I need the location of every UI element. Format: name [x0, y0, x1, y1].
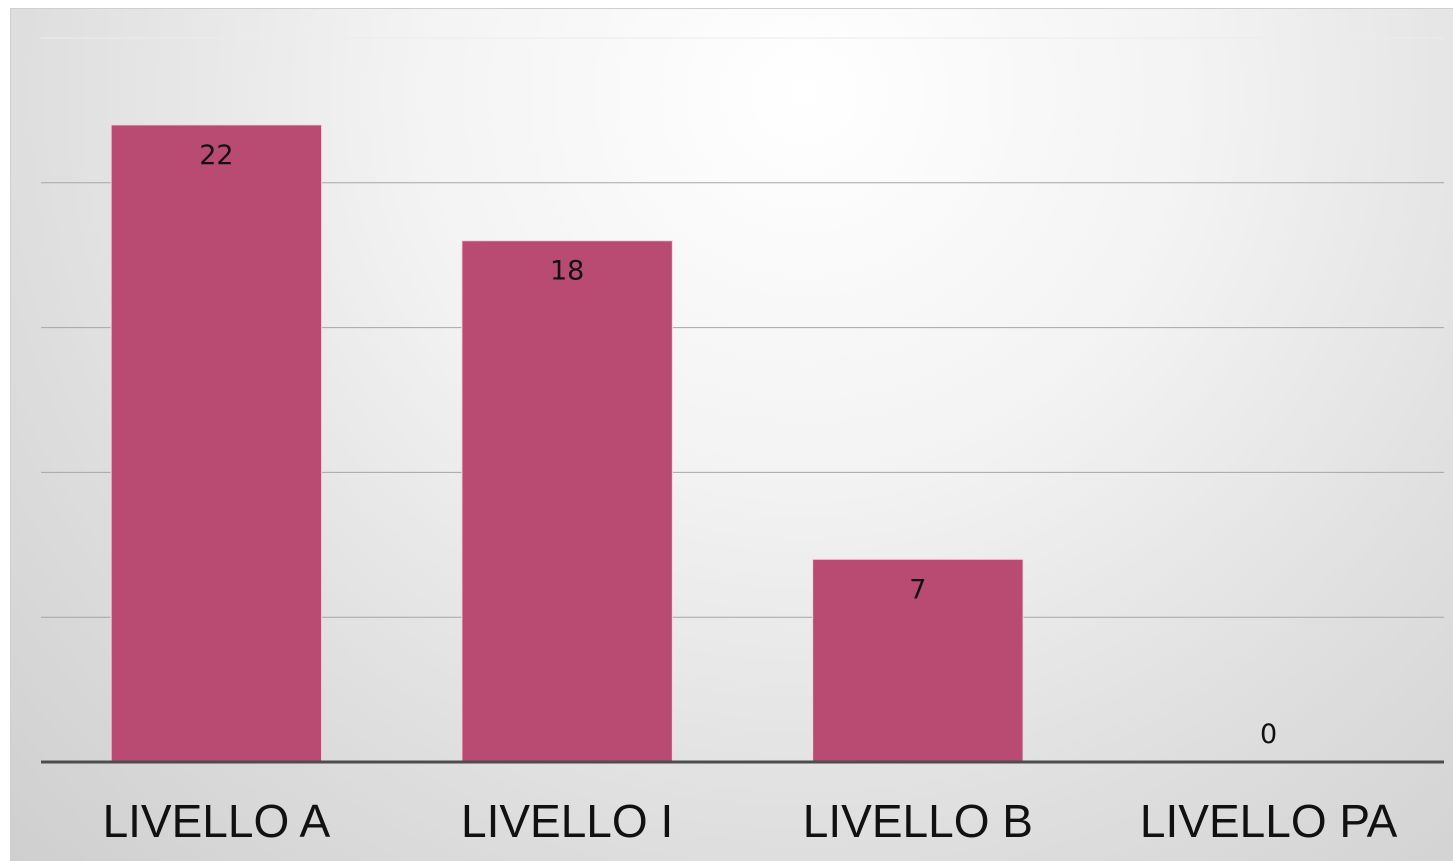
chart-area: 22 LIVELLO A 18 LIVELLO I 7 LIVELLO B 0 LIVELLO…	[10, 8, 1453, 861]
category-label: LIVELLO PA	[1140, 795, 1398, 847]
category-label: LIVELLO I	[461, 795, 673, 847]
data-label: 18	[550, 256, 584, 287]
category-label: LIVELLO B	[803, 795, 1033, 847]
data-label: 7	[909, 574, 926, 605]
data-label: 22	[199, 140, 233, 171]
bar-chart: 22 LIVELLO A 18 LIVELLO I 7 LIVELLO B 0 LIVELLO…	[41, 37, 1444, 847]
bar	[461, 240, 673, 763]
category-label: LIVELLO A	[103, 795, 331, 847]
bar	[110, 124, 323, 763]
data-label: 0	[1260, 719, 1277, 750]
bar	[812, 558, 1024, 763]
